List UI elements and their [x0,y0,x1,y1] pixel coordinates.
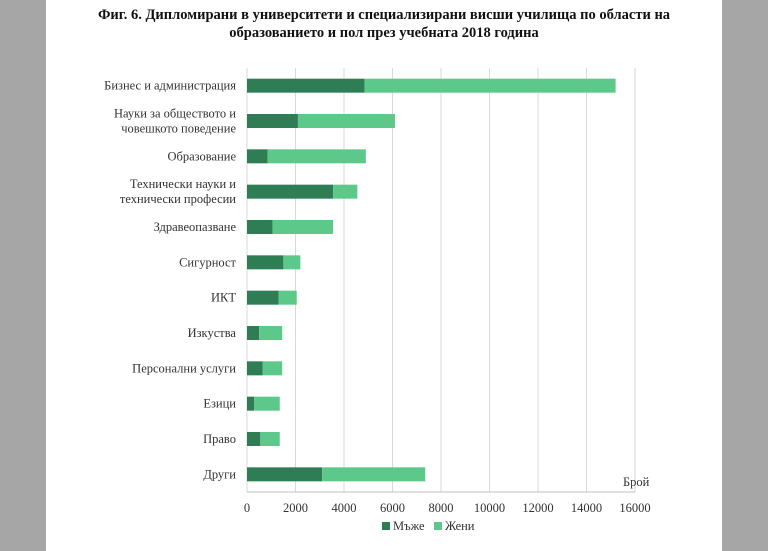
figure-page: Фиг. 6. Дипломирани в университети и спе… [46,0,722,551]
chart-title-line-2: образованието и пол през учебната 2018 г… [229,25,539,41]
bar-men [247,467,323,482]
bar-women [267,149,366,164]
x-tick-label: 8000 [429,501,454,515]
bar-men [247,184,334,199]
stacked-bar-chart: 0 2000 4000 6000 8000 10000 12000 14000 16000 Бро… [104,68,651,533]
category-label: Други [203,467,236,481]
category-label: ИКТ [211,291,236,305]
category-label: Образование [167,149,236,163]
bar-men [247,220,273,234]
x-tick-label: 14000 [571,501,602,515]
category-label: Сигурност [179,255,236,269]
x-tick-label: 2000 [283,501,308,515]
category-label: технически професии [120,192,236,206]
chart-title: Фиг. 6. Дипломирани в университети и спе… [46,6,722,42]
x-tick-label: 6000 [380,501,405,515]
bar-men [247,361,263,376]
category-label: Здравеопазване [154,220,237,234]
bar-men [247,255,284,270]
bar-women [322,467,426,482]
bar-women [259,326,283,340]
bar-men [247,432,261,446]
bar-men [247,290,279,305]
bar-women [333,184,358,199]
legend-swatch [434,522,442,530]
bar-women [254,396,280,411]
bar-men [247,78,365,93]
category-label: Бизнес и администрация [104,79,236,93]
x-tick-label: 12000 [522,501,553,515]
x-axis-label: Брой [623,475,650,489]
bar-women [262,361,283,376]
bar-men [247,396,255,411]
category-label: Персонални услуги [132,361,236,375]
bar-women [364,78,616,93]
bar-women [278,290,297,305]
x-tick-label: 10000 [474,501,505,515]
legend-label: Мъже [393,519,425,533]
x-tick-label: 0 [244,501,250,515]
legend-label: Жени [445,519,475,533]
bar-women [283,255,301,270]
x-tick-label: 4000 [332,501,357,515]
bar-men [247,326,260,340]
category-label: Право [203,432,236,446]
legend-swatch [382,522,390,530]
bar-women [297,114,395,128]
category-label: Езици [203,397,236,411]
category-label: човешкото поведение [121,122,236,136]
bar-women [260,432,280,446]
category-label: Технически науки и [130,177,236,191]
chart-title-line-1: Фиг. 6. Дипломирани в университети и спе… [97,7,671,23]
bar-men [247,149,268,164]
category-label: Изкуства [188,326,237,340]
x-tick-label: 16000 [619,501,650,515]
bar-women [272,220,334,234]
category-label: Науки за обществото и [114,107,236,121]
bar-men [247,114,298,128]
